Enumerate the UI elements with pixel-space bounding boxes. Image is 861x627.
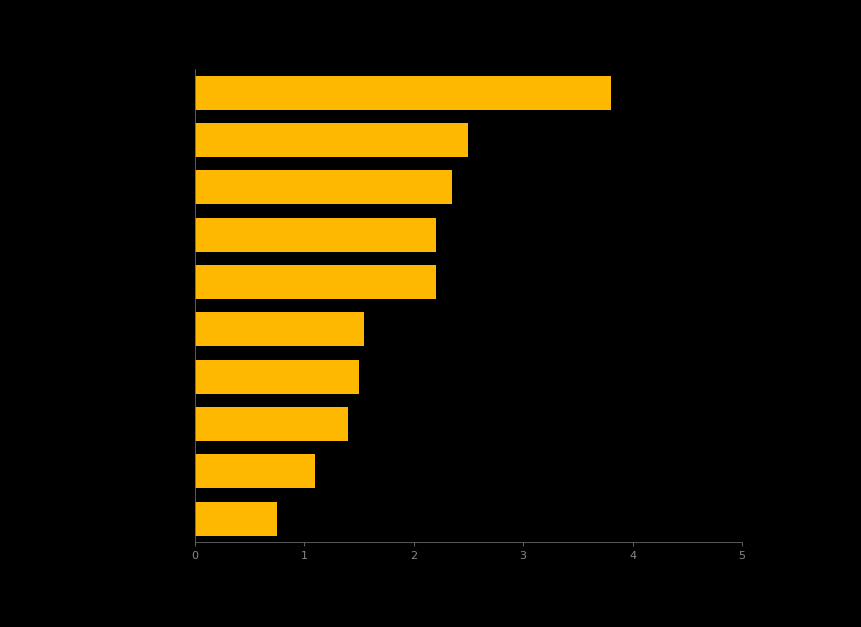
Bar <box>195 360 359 394</box>
Bar <box>195 407 348 441</box>
Bar <box>195 123 468 157</box>
Bar <box>195 455 315 488</box>
Bar <box>195 76 610 110</box>
Bar <box>195 265 436 299</box>
Bar <box>195 502 276 535</box>
Bar <box>195 171 452 204</box>
Bar <box>195 312 364 346</box>
Bar <box>195 218 436 251</box>
